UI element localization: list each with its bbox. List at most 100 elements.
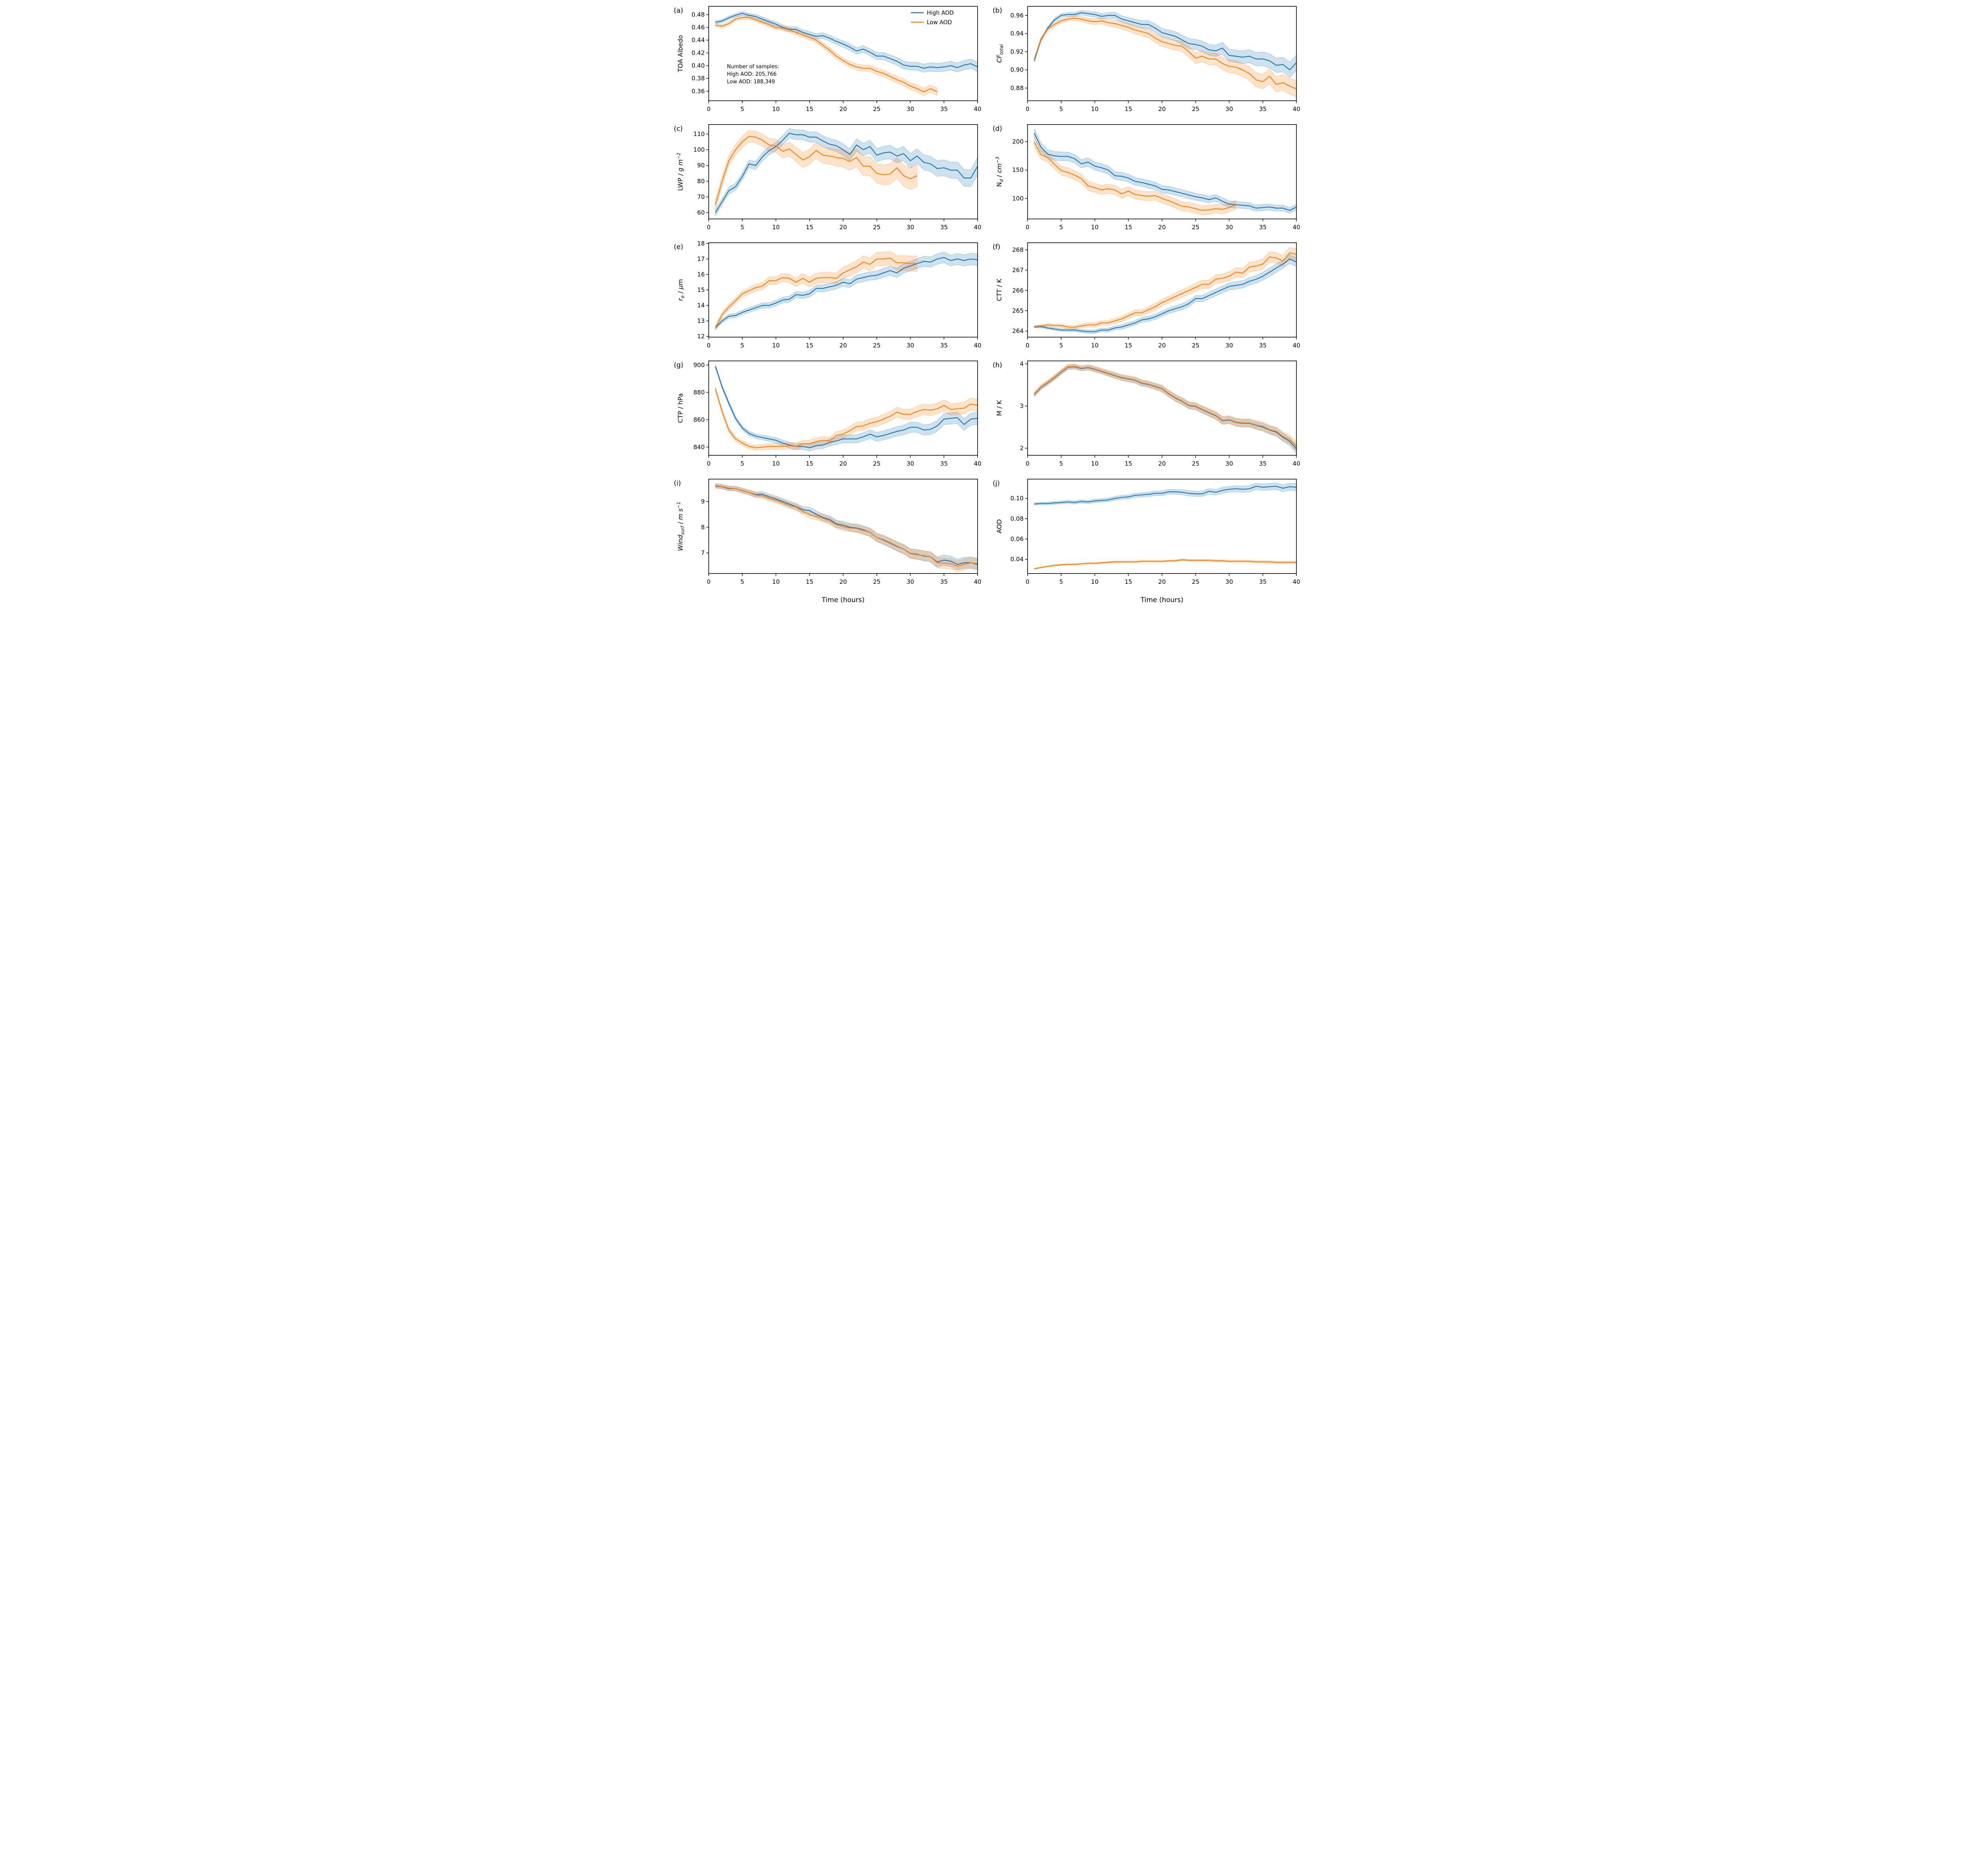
y-tick-label: 12	[697, 333, 705, 340]
y-tick-label: 110	[693, 130, 705, 138]
x-tick-label: 25	[1192, 460, 1199, 467]
x-tick-label: 25	[873, 460, 880, 467]
x-tick-label: 40	[974, 578, 981, 585]
x-tick-label: 40	[1292, 342, 1300, 349]
x-tick-label: 35	[940, 342, 948, 349]
panel-label-a: (a)	[674, 7, 683, 15]
x-tick-label: 40	[974, 224, 981, 231]
x-tick-label: 20	[839, 578, 847, 585]
y-tick-label: 0.40	[692, 62, 705, 69]
x-tick-label: 0	[1026, 342, 1030, 349]
x-tick-label: 35	[1259, 106, 1267, 113]
line-low-aod	[715, 136, 917, 205]
x-tick-label: 15	[806, 342, 813, 349]
x-tick-label: 25	[1192, 106, 1199, 113]
x-tick-label: 25	[1192, 342, 1199, 349]
x-tick-label: 0	[1026, 578, 1030, 585]
panel-label-e: (e)	[674, 243, 683, 251]
y-tick-label: 0.04	[1011, 556, 1024, 563]
axes-frame	[1027, 361, 1297, 456]
x-tick-label: 15	[1125, 106, 1132, 113]
y-tick-label: 2	[1020, 445, 1024, 452]
panel-label-d: (d)	[993, 125, 1002, 133]
x-tick-label: 5	[1059, 224, 1063, 231]
band-low-aod	[715, 130, 917, 210]
band-low-aod	[1034, 364, 1297, 452]
panel-e: (e) 0 5 10 15 20 25 30 35 40 12 13 14 15 16 17 18 re / μm	[674, 240, 982, 349]
x-tick-label: 5	[1059, 460, 1063, 467]
panel-i: (i) 0 5 10 15 20 25 30 35 40 7 8 9 Windsurf / m s−1 Ti…	[674, 479, 982, 604]
y-axis-label-part: r	[677, 298, 684, 301]
x-tick-label: 30	[907, 342, 914, 349]
y-tick-label: 0.46	[692, 24, 705, 31]
panel-d: (d) 0 5 10 15 20 25 30 35 40 100 150 200 Nd / cm−3	[993, 124, 1300, 231]
x-tick-label: 40	[974, 342, 981, 349]
x-tick-label: 30	[1225, 578, 1233, 585]
x-tick-label: 25	[873, 578, 880, 585]
x-tick-label: 35	[940, 460, 948, 467]
y-tick-label: 7	[701, 549, 705, 556]
x-tick-label: 10	[772, 224, 780, 231]
line-low-aod	[715, 257, 917, 328]
x-tick-label: 30	[907, 460, 914, 467]
panel-label-j: (j)	[993, 480, 1000, 487]
y-tick-label: 8	[701, 524, 705, 531]
y-tick-label: 9	[701, 498, 705, 505]
panel-label-i: (i)	[674, 480, 681, 487]
x-axis-label: Time (hours)	[821, 596, 865, 604]
x-tick-label: 35	[940, 578, 948, 585]
x-tick-label: 10	[772, 106, 780, 113]
y-tick-label: 0.42	[692, 49, 705, 56]
y-tick-label: 80	[697, 178, 705, 185]
x-tick-label: 40	[1292, 578, 1300, 585]
x-tick-label: 10	[1091, 342, 1099, 349]
y-axis-label-part: d	[999, 179, 1004, 182]
figure: (a) 0 5 10 15 20 25 30 35 40 0.36 0.38 0.40 0.42 0.44 0…	[669, 0, 1306, 610]
line-high-aod	[715, 257, 978, 328]
x-tick-label: 5	[1059, 106, 1063, 113]
y-axis-label: M / K	[995, 400, 1003, 416]
y-axis-label: CTT / K	[995, 278, 1003, 301]
y-tick-label: 267	[1012, 267, 1024, 274]
x-tick-label: 5	[740, 578, 744, 585]
y-axis-label-part: /	[995, 173, 1003, 179]
y-axis-label-part: e	[680, 295, 685, 298]
y-axis-label: CFtotal	[995, 44, 1004, 63]
line-low-aod	[1034, 142, 1236, 211]
line-low-aod	[1034, 252, 1297, 328]
y-tick-label: 16	[697, 271, 705, 278]
panel-label-g: (g)	[674, 361, 683, 369]
y-tick-label: 18	[697, 240, 705, 247]
line-low-aod	[1034, 559, 1296, 570]
y-tick-label: 266	[1012, 287, 1024, 294]
x-tick-label: 5	[1059, 578, 1063, 585]
x-tick-label: 25	[1192, 224, 1199, 231]
y-tick-label: 100	[1012, 195, 1024, 202]
x-tick-label: 30	[1225, 460, 1233, 467]
legend-label-low-aod: Low AOD	[927, 19, 952, 26]
y-tick-label: 3	[1020, 403, 1024, 410]
x-tick-label: 25	[1192, 578, 1199, 585]
x-tick-label: 20	[839, 224, 847, 231]
y-axis-label-part: Wind	[677, 535, 684, 551]
line-high-aod	[715, 132, 978, 213]
x-tick-label: 20	[839, 342, 847, 349]
x-tick-label: 0	[707, 578, 711, 585]
y-axis-label-part: CTP / hPa	[677, 393, 684, 423]
x-tick-label: 5	[740, 342, 744, 349]
y-axis-label-part: −2	[676, 153, 681, 159]
panel-j: (j) 0 5 10 15 20 25 30 35 40 0.04 0.06 0.08 0.10 AOD Ti…	[993, 479, 1300, 604]
y-tick-label: 60	[697, 209, 705, 216]
y-axis-label-part: TOA Albedo	[677, 35, 684, 72]
line-low-aod	[715, 389, 978, 449]
y-tick-label: 0.44	[692, 36, 705, 44]
x-tick-label: 10	[1091, 106, 1099, 113]
x-tick-label: 5	[1059, 342, 1063, 349]
annotation-line: Number of samples:	[727, 64, 779, 70]
x-tick-label: 15	[1125, 224, 1132, 231]
y-tick-label: 70	[697, 193, 705, 200]
x-tick-label: 40	[974, 460, 981, 467]
y-tick-label: 0.36	[692, 88, 705, 95]
x-axis-label: Time (hours)	[1140, 596, 1183, 604]
x-tick-label: 0	[1026, 106, 1030, 113]
